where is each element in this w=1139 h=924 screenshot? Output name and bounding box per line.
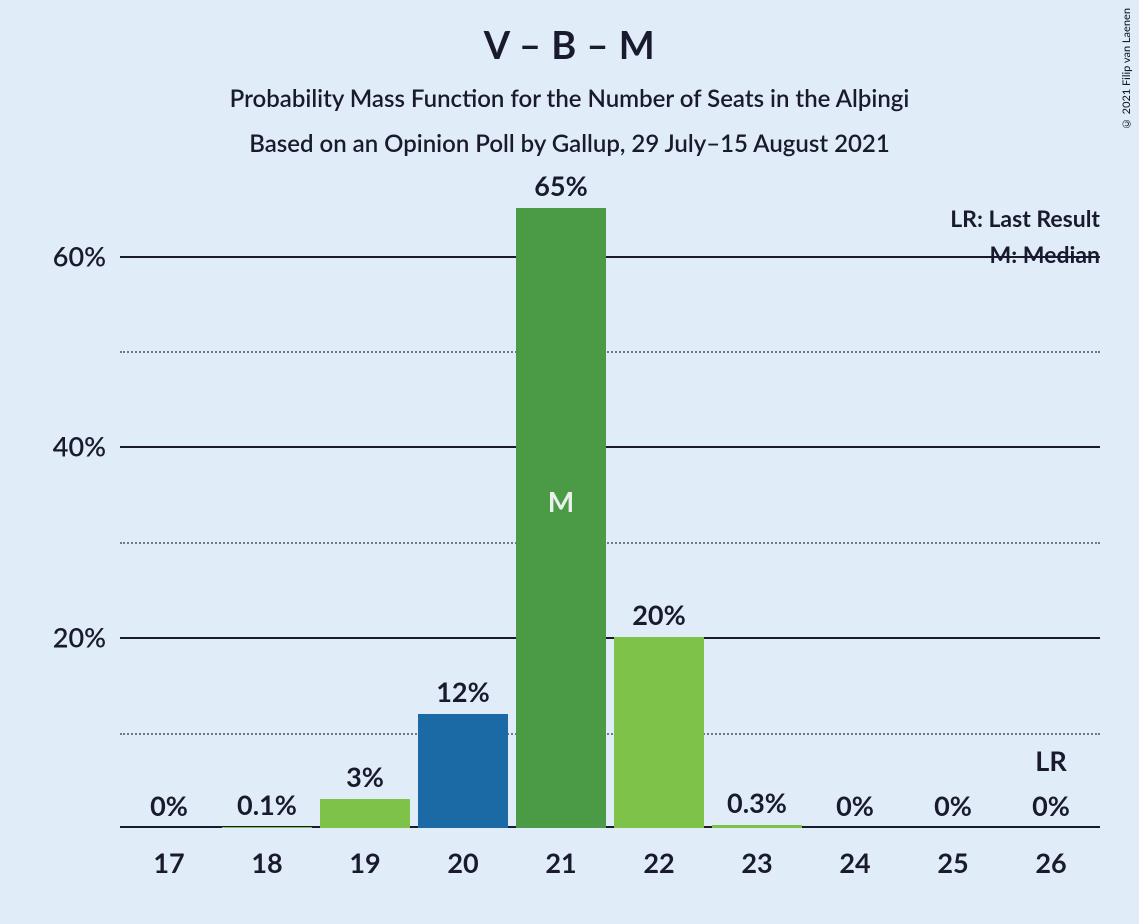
- chart-title: V – B – M: [0, 0, 1139, 68]
- gridline-minor: [120, 351, 1100, 353]
- bar: 65%M: [516, 208, 606, 828]
- bar: 12%: [418, 714, 508, 828]
- legend-lr: LR: Last Result: [950, 204, 1100, 232]
- bar-value-label: 0%: [836, 789, 874, 828]
- x-tick-label: 23: [741, 828, 772, 879]
- legend-m: M: Median: [950, 240, 1100, 268]
- x-tick-label: 20: [447, 828, 478, 879]
- chart-subtitle-1: Probability Mass Function for the Number…: [0, 84, 1139, 113]
- gridline-major: [120, 446, 1100, 448]
- x-tick-label: 17: [153, 828, 184, 879]
- bar-value-label: 65%: [534, 169, 587, 208]
- copyright-text: © 2021 Filip van Laenen: [1120, 8, 1133, 130]
- gridline-minor: [120, 542, 1100, 544]
- x-tick-label: 22: [643, 828, 674, 879]
- bar: 20%: [614, 637, 704, 828]
- x-tick-label: 26: [1035, 828, 1066, 879]
- x-tick-label: 21: [545, 828, 576, 879]
- gridline-major: [120, 256, 1100, 258]
- median-marker: M: [548, 484, 574, 518]
- y-tick-label: 60%: [53, 239, 120, 272]
- bar-value-label: 0%: [150, 789, 188, 828]
- x-tick-label: 18: [251, 828, 282, 879]
- y-tick-label: 20%: [53, 621, 120, 654]
- x-tick-label: 24: [839, 828, 870, 879]
- bar-value-label: 20%: [632, 598, 685, 637]
- bar: 3%: [320, 799, 410, 828]
- chart-plot-area: LR: Last Result M: Median 20%40%60%0%170…: [120, 208, 1100, 828]
- bar-value-label: 0.3%: [727, 786, 787, 825]
- bar-value-label: 3%: [346, 760, 384, 799]
- chart-legend: LR: Last Result M: Median: [950, 204, 1100, 268]
- last-result-marker: LR: [1035, 744, 1066, 777]
- chart-subtitle-2: Based on an Opinion Poll by Gallup, 29 J…: [0, 129, 1139, 158]
- bar-value-label: 12%: [436, 675, 489, 714]
- gridline-major: [120, 637, 1100, 639]
- x-tick-label: 19: [349, 828, 380, 879]
- gridline-minor: [120, 733, 1100, 735]
- bar-value-label: 0.1%: [237, 788, 297, 827]
- x-tick-label: 25: [937, 828, 968, 879]
- bar-value-label: 0%: [1032, 789, 1070, 828]
- bar-value-label: 0%: [934, 789, 972, 828]
- y-tick-label: 40%: [53, 430, 120, 463]
